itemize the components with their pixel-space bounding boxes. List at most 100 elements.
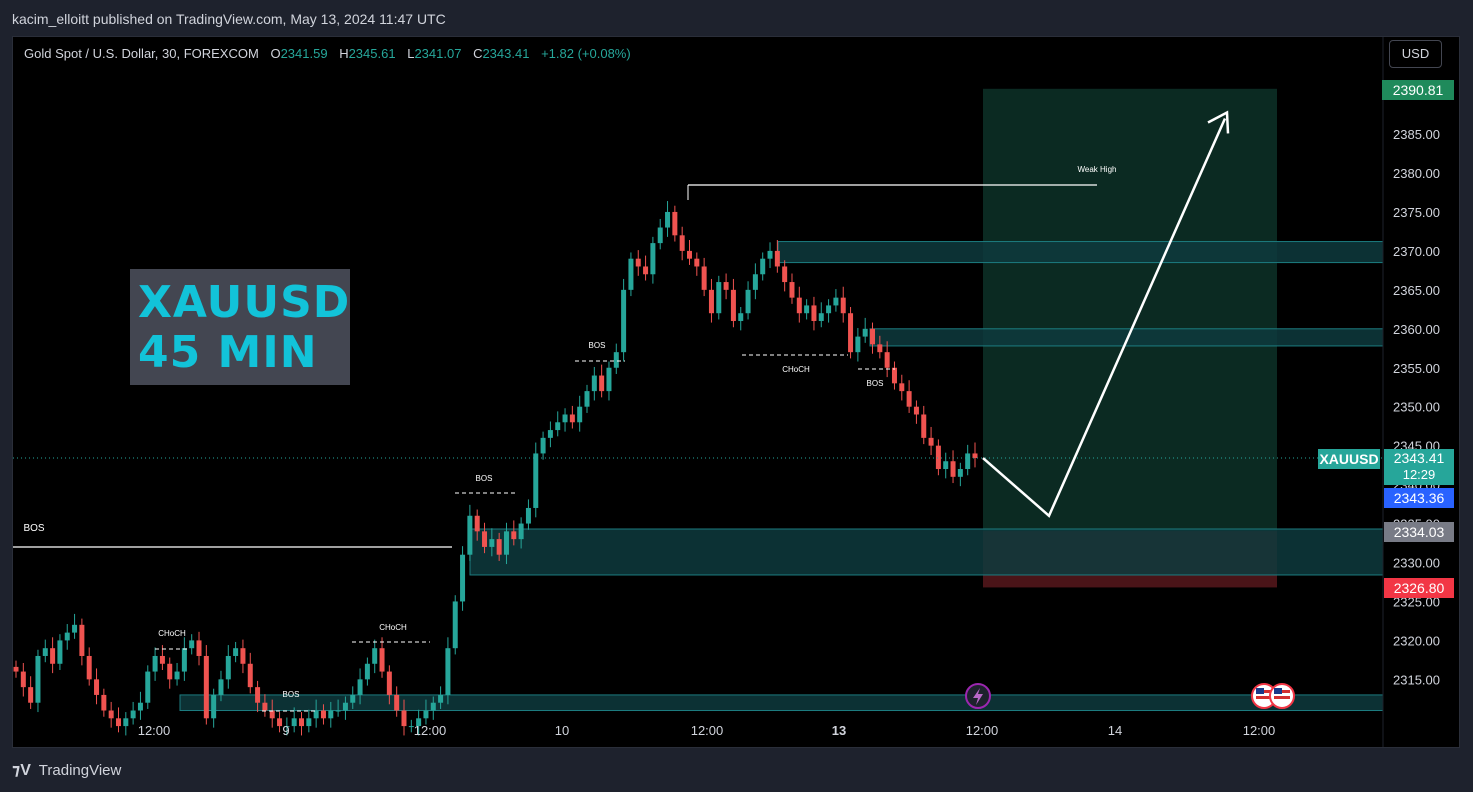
- candle: [503, 522, 509, 565]
- candle-body: [760, 258, 766, 275]
- candle-body: [650, 243, 656, 275]
- candle-body: [233, 648, 239, 656]
- flag-canton: [1274, 688, 1282, 694]
- candle-body: [511, 531, 517, 540]
- candle: [606, 361, 612, 401]
- candle-body: [928, 437, 934, 446]
- tradingview-brand[interactable]: ⁊V TradingView: [12, 760, 121, 780]
- candle: [672, 205, 678, 242]
- currency-button[interactable]: USD: [1389, 40, 1442, 68]
- candle-body: [848, 313, 854, 353]
- candle-body: [489, 539, 495, 547]
- candle: [438, 686, 444, 709]
- candle-body: [569, 414, 575, 423]
- choch-3-label: CHoCH: [782, 365, 810, 374]
- bos-low-label: BOS: [283, 690, 300, 699]
- overlay-symbol: XAUUSD: [138, 277, 351, 328]
- candle-body: [342, 702, 348, 711]
- candle: [694, 252, 700, 276]
- candle-body: [577, 406, 583, 423]
- candle-body: [555, 422, 561, 431]
- candle: [262, 694, 268, 717]
- candle: [877, 335, 883, 359]
- candle: [796, 286, 802, 323]
- last-price-tag: 2343.41 12:29: [1384, 449, 1454, 485]
- candle-body: [269, 710, 275, 719]
- candle: [811, 296, 817, 331]
- overlay-timeframe: 45 MIN: [138, 327, 318, 378]
- candle: [511, 520, 517, 546]
- candle: [855, 328, 861, 362]
- candle: [650, 236, 656, 284]
- candle-body: [562, 414, 568, 423]
- low-label: L: [407, 46, 415, 61]
- candle-body: [277, 718, 283, 727]
- candle: [357, 668, 363, 705]
- target-zone: [983, 88, 1277, 532]
- candle-body: [628, 258, 634, 290]
- candle-body: [94, 679, 100, 695]
- candle-body: [379, 648, 385, 672]
- candle-body: [174, 671, 180, 680]
- candle-body: [320, 710, 326, 719]
- candle: [913, 400, 919, 424]
- open-label: O: [270, 46, 281, 61]
- candle: [79, 618, 85, 666]
- candle: [423, 699, 429, 725]
- projection-path: [982, 117, 1227, 518]
- candle: [745, 281, 751, 320]
- candle-body: [181, 648, 187, 672]
- candle-body: [921, 414, 927, 438]
- candle: [752, 263, 758, 300]
- candle: [701, 257, 707, 297]
- price-tick: 2320.00: [1393, 633, 1440, 648]
- candle: [518, 517, 524, 549]
- candle-body: [299, 718, 305, 727]
- price-tick: 2375.00: [1393, 205, 1440, 220]
- candle-body: [203, 655, 209, 719]
- candle-body: [679, 235, 685, 251]
- candle: [848, 306, 854, 359]
- candle: [628, 252, 634, 297]
- candle-body: [123, 718, 129, 727]
- candle-body: [130, 710, 136, 719]
- candle: [130, 701, 136, 725]
- candle: [833, 289, 839, 312]
- candle-body: [811, 305, 817, 322]
- candle: [57, 634, 63, 671]
- candle: [28, 676, 34, 709]
- candle-body: [804, 305, 810, 314]
- candle: [562, 408, 568, 432]
- candle: [782, 260, 788, 292]
- candle: [269, 699, 275, 728]
- candle: [394, 686, 400, 717]
- candle: [840, 286, 846, 323]
- candle-body: [665, 211, 671, 228]
- candle-body: [364, 663, 370, 680]
- candle-body: [335, 710, 341, 712]
- candle: [935, 439, 941, 476]
- candle: [401, 699, 407, 736]
- candle: [64, 624, 70, 650]
- candle-body: [452, 601, 458, 649]
- candle: [613, 343, 619, 374]
- candle: [679, 226, 685, 261]
- candle-body: [745, 289, 751, 314]
- candle-body: [870, 328, 876, 345]
- candle-body: [884, 352, 890, 368]
- candle: [86, 647, 92, 686]
- price-tick: 2370.00: [1393, 244, 1440, 259]
- candle-body: [423, 710, 429, 719]
- change-value: +1.82 (+0.08%): [541, 46, 631, 61]
- candle-body: [474, 515, 480, 532]
- candle-body: [833, 297, 839, 306]
- candle-body: [438, 694, 444, 703]
- candle-body: [540, 437, 546, 454]
- candle: [599, 364, 605, 398]
- candle: [299, 712, 305, 736]
- candle: [635, 250, 641, 276]
- tradingview-logo-icon: ⁊V: [12, 762, 31, 779]
- candle-body: [730, 289, 736, 322]
- candle: [496, 532, 502, 561]
